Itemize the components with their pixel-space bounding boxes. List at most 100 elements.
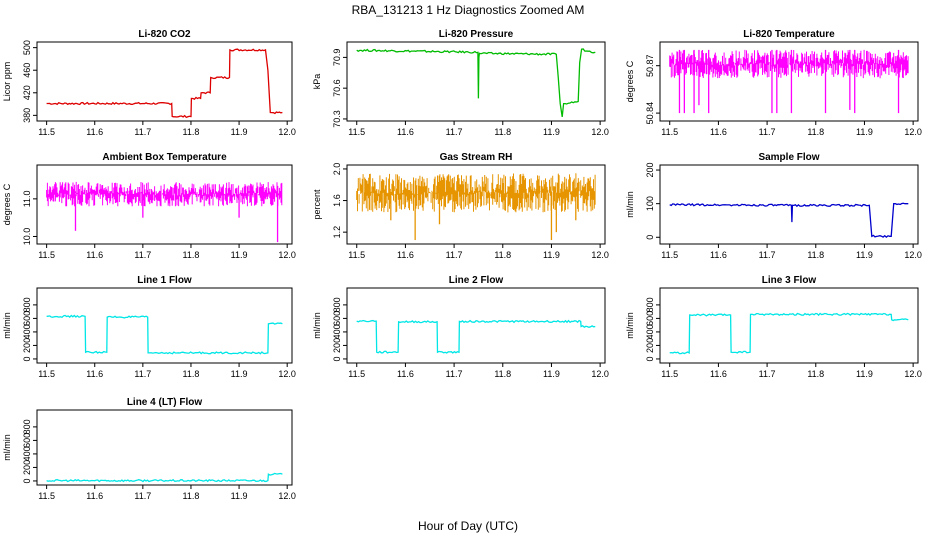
x-tick-label: 11.8 [183, 127, 200, 137]
y-tick-label: 0 [645, 235, 655, 240]
plot-frame [659, 164, 919, 245]
series-line [46, 472, 283, 483]
panel-title: Line 3 Flow [762, 275, 817, 286]
y-axis-label: Licor ppm [2, 62, 12, 102]
x-tick-label: 11.5 [38, 127, 55, 137]
x-tick-label: 11.7 [759, 369, 776, 379]
y-tick-label: 0 [332, 356, 342, 361]
y-tick-label: 800 [22, 419, 32, 434]
x-tick-label: 11.9 [543, 369, 560, 379]
x-tick-label: 11.9 [543, 250, 560, 260]
y-tick-label: 600 [645, 311, 655, 326]
y-tick-label: 50.87 [645, 54, 655, 77]
x-tick-label: 11.6 [710, 127, 727, 137]
series-band [356, 173, 596, 213]
series-band [669, 49, 909, 79]
y-tick-label: 600 [22, 433, 32, 448]
x-tick-label: 11.6 [397, 250, 414, 260]
x-tick-label: 11.5 [348, 127, 365, 137]
plot-frame [659, 41, 919, 122]
y-tick-label: 800 [332, 297, 342, 312]
series-band [46, 181, 283, 207]
y-tick-label: 500 [22, 40, 32, 55]
x-tick-label: 11.8 [807, 369, 824, 379]
x-tick-label: 11.8 [183, 369, 200, 379]
plot-frame [36, 164, 293, 245]
y-tick-label: 70.6 [332, 79, 342, 97]
panel-title: Li-820 Pressure [439, 29, 514, 40]
series-line [669, 312, 909, 355]
y-tick-label: 420 [22, 85, 32, 100]
y-tick-label: 200 [645, 338, 655, 353]
plot-frame [36, 409, 293, 486]
plot-frame [36, 287, 293, 364]
x-tick-label: 11.6 [86, 369, 103, 379]
series-line [669, 202, 909, 238]
x-tick-label: 12.0 [278, 491, 296, 501]
x-tick-label: 11.7 [446, 250, 463, 260]
x-tick-label: 11.7 [134, 369, 151, 379]
y-tick-label: 70.9 [332, 49, 342, 67]
x-tick-label: 12.0 [278, 127, 296, 137]
x-tick-label: 11.7 [134, 127, 151, 137]
panel-5: Gas Stream RH percent 11.5 11.6 11.7 11.8 11.9… [312, 152, 609, 260]
panel-title: Line 1 Flow [137, 275, 192, 286]
x-tick-label: 11.9 [231, 369, 248, 379]
figure-title: RBA_131213 1 Hz Diagnostics Zoomed AM [352, 3, 585, 17]
y-tick-label: 400 [22, 446, 32, 461]
x-tick-label: 11.6 [710, 369, 727, 379]
x-tick-label: 11.7 [134, 491, 151, 501]
y-tick-label: 0 [645, 356, 655, 361]
x-tick-label: 11.5 [661, 369, 678, 379]
y-axis-label: ml/min [625, 191, 635, 218]
x-tick-label: 11.8 [494, 250, 511, 260]
x-tick-label: 11.6 [86, 250, 103, 260]
y-axis-label: ml/min [2, 434, 12, 461]
plot-frame [36, 41, 293, 122]
y-tick-label: 50.84 [645, 102, 655, 125]
panel-title: Line 4 (LT) Flow [127, 397, 203, 408]
y-tick-label: 100 [645, 196, 655, 211]
panel-2: Li-820 Pressure kPa 11.5 11.6 11.7 11.8 11.9 12… [312, 29, 609, 137]
series-line [46, 314, 283, 355]
y-tick-label: 800 [645, 297, 655, 312]
x-tick-label: 11.9 [231, 127, 248, 137]
x-tick-label: 11.9 [856, 369, 873, 379]
y-tick-label: 70.3 [332, 110, 342, 128]
chart-panels: Li-820 CO2 Licor ppm 11.5 11.6 11.7 11.8 11.9 1… [2, 29, 922, 501]
y-tick-label: 800 [22, 297, 32, 312]
y-axis-label: ml/min [2, 312, 12, 339]
x-tick-label: 11.5 [661, 127, 678, 137]
y-axis-label: ml/min [625, 312, 635, 339]
x-tick-label: 11.9 [543, 127, 560, 137]
y-axis-label: ml/min [312, 312, 322, 339]
x-tick-label: 12.0 [278, 250, 296, 260]
y-tick-label: 460 [22, 63, 32, 78]
y-tick-label: 600 [22, 311, 32, 326]
x-tick-label: 11.7 [134, 250, 151, 260]
panel-7: Line 1 Flow ml/min 11.5 11.6 11.7 11.8 11.9 12.… [2, 275, 296, 379]
x-tick-label: 11.5 [661, 250, 678, 260]
panel-9: Line 3 Flow ml/min 11.5 11.6 11.7 11.8 11.9 12.… [625, 275, 922, 379]
y-tick-label: 400 [22, 324, 32, 339]
x-tick-label: 11.6 [397, 127, 414, 137]
y-tick-label: 10.0 [22, 228, 32, 246]
panel-title: Ambient Box Temperature [102, 152, 227, 163]
x-tick-label: 12.0 [904, 127, 922, 137]
y-axis-label: kPa [312, 74, 322, 90]
y-tick-label: 1.2 [332, 226, 342, 239]
series-line [356, 48, 596, 117]
x-tick-label: 11.6 [397, 369, 414, 379]
x-tick-label: 11.7 [446, 127, 463, 137]
panel-1: Li-820 CO2 Licor ppm 11.5 11.6 11.7 11.8 11.9 1… [2, 29, 296, 137]
x-tick-label: 11.5 [348, 369, 365, 379]
x-tick-label: 11.6 [710, 250, 727, 260]
y-tick-label: 200 [22, 460, 32, 475]
x-tick-label: 12.0 [904, 250, 922, 260]
x-tick-label: 11.8 [183, 250, 200, 260]
series-line [46, 48, 283, 119]
x-tick-label: 12.0 [591, 127, 609, 137]
x-tick-label: 11.9 [231, 491, 248, 501]
plot-frame [346, 164, 606, 245]
panel-title: Line 2 Flow [449, 275, 504, 286]
